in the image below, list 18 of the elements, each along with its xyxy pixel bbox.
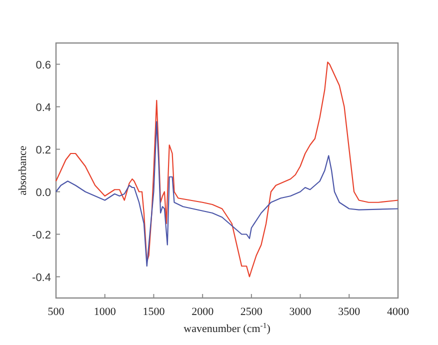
x-tick-label: 2500	[240, 306, 263, 318]
x-tick-label: 2000	[192, 306, 214, 318]
x-tick-label: 500	[48, 306, 65, 318]
y-tick-label: -0.4	[32, 272, 51, 284]
x-tick-label: 4000	[387, 306, 410, 318]
x-tick-label: 3500	[338, 306, 361, 318]
x-tick-label: 1000	[94, 306, 116, 318]
y-tick-label: 0.2	[36, 144, 51, 156]
y-tick-label: -0.2	[32, 229, 51, 242]
y-tick-label: 0.6	[36, 59, 51, 72]
x-tick-label: 3000	[289, 306, 312, 318]
y-tick-label: 0.4	[36, 102, 51, 114]
y-tick-label: 0.0	[36, 186, 51, 199]
y-axis-title: absorbance	[17, 146, 29, 196]
x-axis-title: wavenumber (cm$^{-1}$)	[184, 320, 271, 335]
line-series	[55, 62, 399, 278]
line-series	[55, 121, 399, 267]
x-tick-label: 1500	[142, 306, 166, 318]
